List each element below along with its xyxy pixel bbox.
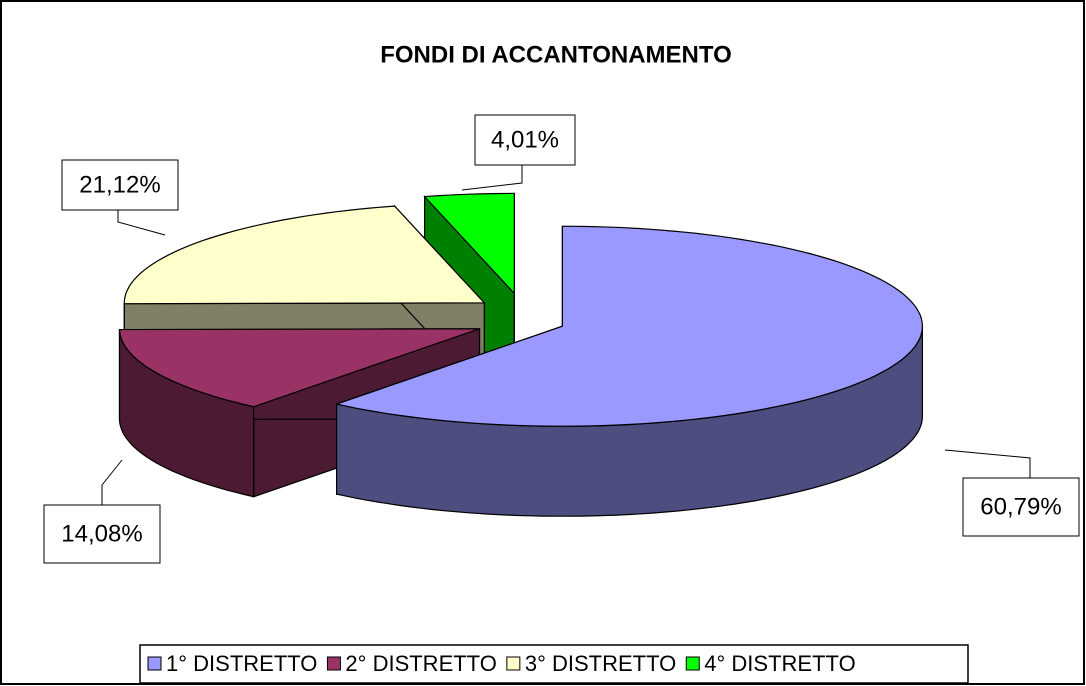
legend-frame — [139, 644, 969, 684]
leader-line — [944, 449, 1031, 478]
leader-line — [461, 165, 523, 191]
legend-swatch — [147, 656, 162, 671]
data-labels: 60,79% 14,08% 21,12% 4,01% — [43, 114, 1080, 564]
label-box — [43, 504, 161, 564]
legend-label: 1° DISTRETTO — [166, 651, 317, 676]
slice-top — [423, 192, 515, 295]
legend-label: 2° DISTRETTO — [345, 651, 496, 676]
label-box — [474, 114, 576, 166]
legend-swatch — [685, 656, 700, 671]
data-label: 21,12% — [79, 171, 160, 198]
label-box — [962, 477, 1080, 537]
label-box — [61, 159, 179, 211]
slice-top — [334, 225, 924, 427]
legend-swatch — [506, 656, 521, 671]
legend-label: 4° DISTRETTO — [704, 651, 855, 676]
legend: 1° DISTRETTO 2° DISTRETTO 3° DISTRETTO 4° D… — [147, 651, 856, 676]
data-label: 4,01% — [491, 126, 559, 153]
data-label: 60,79% — [980, 493, 1061, 520]
slice-top — [118, 328, 480, 408]
slice-top — [123, 205, 486, 305]
leader-line — [117, 210, 166, 236]
pie — [118, 192, 924, 517]
legend-label: 3° DISTRETTO — [525, 651, 676, 676]
chart-title: FONDI DI ACCANTONAMENTO — [380, 41, 732, 68]
legend-swatch — [326, 656, 341, 671]
leader-line — [101, 459, 123, 505]
data-label: 14,08% — [61, 520, 142, 547]
